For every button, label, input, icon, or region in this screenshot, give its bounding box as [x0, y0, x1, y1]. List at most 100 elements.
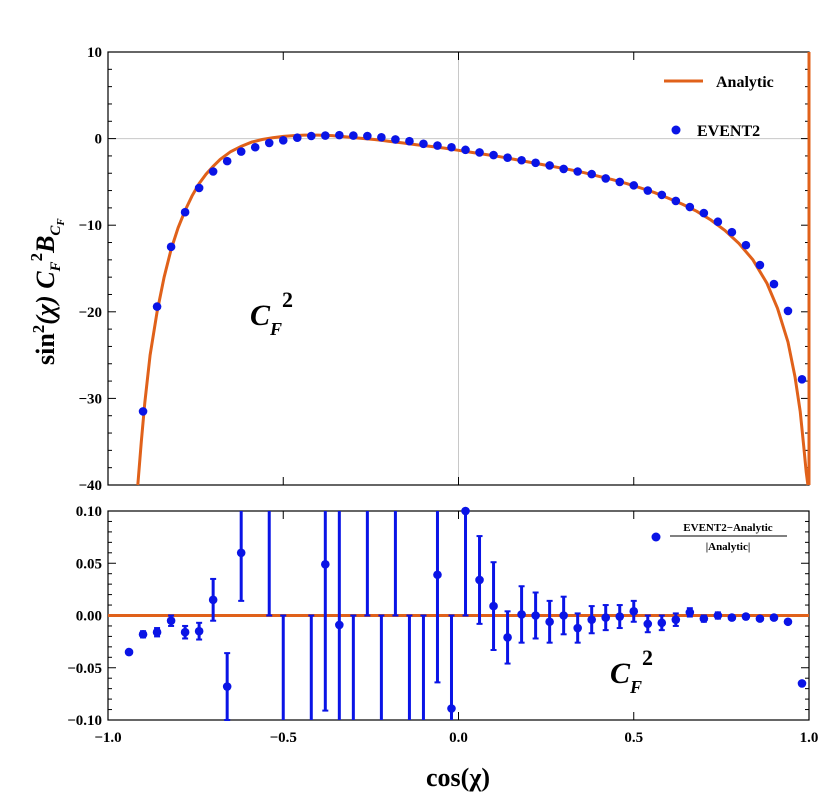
event2-point — [727, 227, 737, 237]
event2-point — [741, 240, 751, 250]
event2-point — [657, 190, 667, 200]
main-zero-lines — [108, 52, 809, 485]
event2-point — [222, 156, 232, 166]
main-y-tick-label: −30 — [78, 391, 102, 407]
event2-point — [405, 136, 414, 146]
event2-point — [797, 375, 807, 384]
ratio-point — [559, 611, 568, 620]
event2-point — [615, 177, 625, 187]
event2-point — [194, 183, 204, 193]
event2-point — [349, 131, 358, 140]
ratio-point — [657, 618, 667, 628]
ratio-y-tick-labels: 0.10 0.05 0.00 −0.05 −0.10 — [67, 504, 102, 729]
ratio-y-tick-label: 0.00 — [76, 609, 102, 625]
event2-point — [377, 133, 386, 142]
analytic-curve — [136, 133, 810, 486]
ratio-point — [503, 633, 512, 642]
main-y-tick-label: 0 — [95, 132, 103, 148]
ratio-point — [797, 679, 807, 688]
ratio-point — [208, 595, 218, 605]
event2-point — [573, 167, 582, 176]
ratio-point — [671, 615, 681, 624]
event2-point — [292, 133, 302, 143]
event2-point — [391, 135, 400, 144]
event2-point — [419, 139, 428, 149]
y-axis-title: sin2(χ) CF2BCF — [27, 218, 67, 365]
ratio-point — [152, 627, 162, 637]
ratio-point — [769, 613, 779, 622]
event2-point — [559, 164, 568, 174]
ratio-legend: EVENT2−Analytic |Analytic| — [651, 522, 787, 553]
event2-point — [278, 136, 288, 145]
ratio-point — [138, 630, 148, 639]
ratio-point — [727, 613, 737, 622]
event2-point — [671, 196, 681, 206]
ratio-y-tick-label: −0.10 — [67, 713, 102, 729]
event2-point — [152, 302, 162, 311]
event2-point — [755, 260, 765, 270]
event2-point — [236, 147, 246, 156]
ratio-point — [601, 613, 611, 622]
event2-points — [138, 130, 807, 416]
event2-point — [601, 174, 611, 183]
ratio-point — [194, 626, 204, 636]
x-axis-title: cos(χ) — [426, 763, 490, 792]
event2-point — [461, 145, 470, 155]
ratio-point — [180, 627, 190, 637]
ratio-point — [573, 623, 582, 633]
ratio-ticks — [107, 510, 810, 721]
event2-point — [306, 131, 316, 141]
event2-point — [264, 138, 274, 148]
event2-point — [517, 155, 526, 165]
ratio-point — [685, 608, 695, 617]
ratio-x-tick-label: 1.0 — [800, 730, 819, 746]
event2-point — [545, 161, 554, 170]
event2-point — [531, 158, 540, 168]
legend-analytic-label: Analytic — [716, 74, 774, 91]
main-panel: 10 0 −10 −20 −30 −40 Analytic EVENT2 CF2 sin2… — [27, 45, 811, 494]
main-y-tick-label: −10 — [78, 218, 102, 234]
event2-point — [769, 279, 779, 289]
ratio-x-tick-label: −1.0 — [94, 730, 121, 746]
event2-point — [433, 141, 442, 150]
ratio-legend-marker — [651, 532, 661, 542]
main-y-tick-label: 10 — [87, 45, 102, 61]
ratio-point — [629, 607, 639, 616]
ratio-point — [447, 704, 456, 713]
ratio-point — [587, 615, 596, 624]
legend-event2-marker — [671, 125, 681, 135]
ratio-point — [643, 619, 653, 629]
ratio-x-tick-label: −0.5 — [270, 730, 297, 746]
event2-point — [250, 142, 260, 152]
ratio-y-tick-label: −0.05 — [67, 661, 102, 677]
ratio-point — [699, 614, 709, 623]
ratio-point — [755, 614, 765, 623]
ratio-x-tick-label: 0.5 — [624, 730, 643, 746]
ratio-y-tick-label: 0.05 — [76, 556, 102, 572]
event2-point — [180, 207, 190, 217]
ratio-point — [124, 647, 134, 657]
ratio-panel-tag: CF2 — [610, 645, 653, 697]
event2-point — [629, 181, 639, 190]
ratio-point — [531, 611, 540, 620]
main-panel-tag: CF2 — [250, 287, 293, 339]
ratio-point — [321, 559, 330, 569]
event2-point — [503, 153, 512, 162]
ratio-point — [545, 617, 554, 627]
ratio-point — [335, 620, 344, 630]
event2-point — [713, 217, 723, 227]
ratio-panel: 0.10 0.05 0.00 −0.05 −0.10 −1.0 −0.5 0.0 0.5 1.0… — [67, 504, 818, 792]
event2-point — [587, 169, 596, 179]
event2-point — [447, 142, 456, 152]
ratio-point — [166, 616, 176, 626]
ratio-point — [783, 617, 793, 627]
event2-point — [335, 130, 344, 140]
event2-point — [643, 186, 653, 195]
event2-point — [321, 131, 330, 140]
event2-point — [489, 150, 498, 160]
ratio-point — [236, 548, 246, 558]
ratio-point — [433, 570, 442, 580]
ratio-point — [741, 612, 751, 621]
main-y-tick-label: −20 — [78, 305, 102, 321]
ratio-point — [461, 506, 470, 516]
